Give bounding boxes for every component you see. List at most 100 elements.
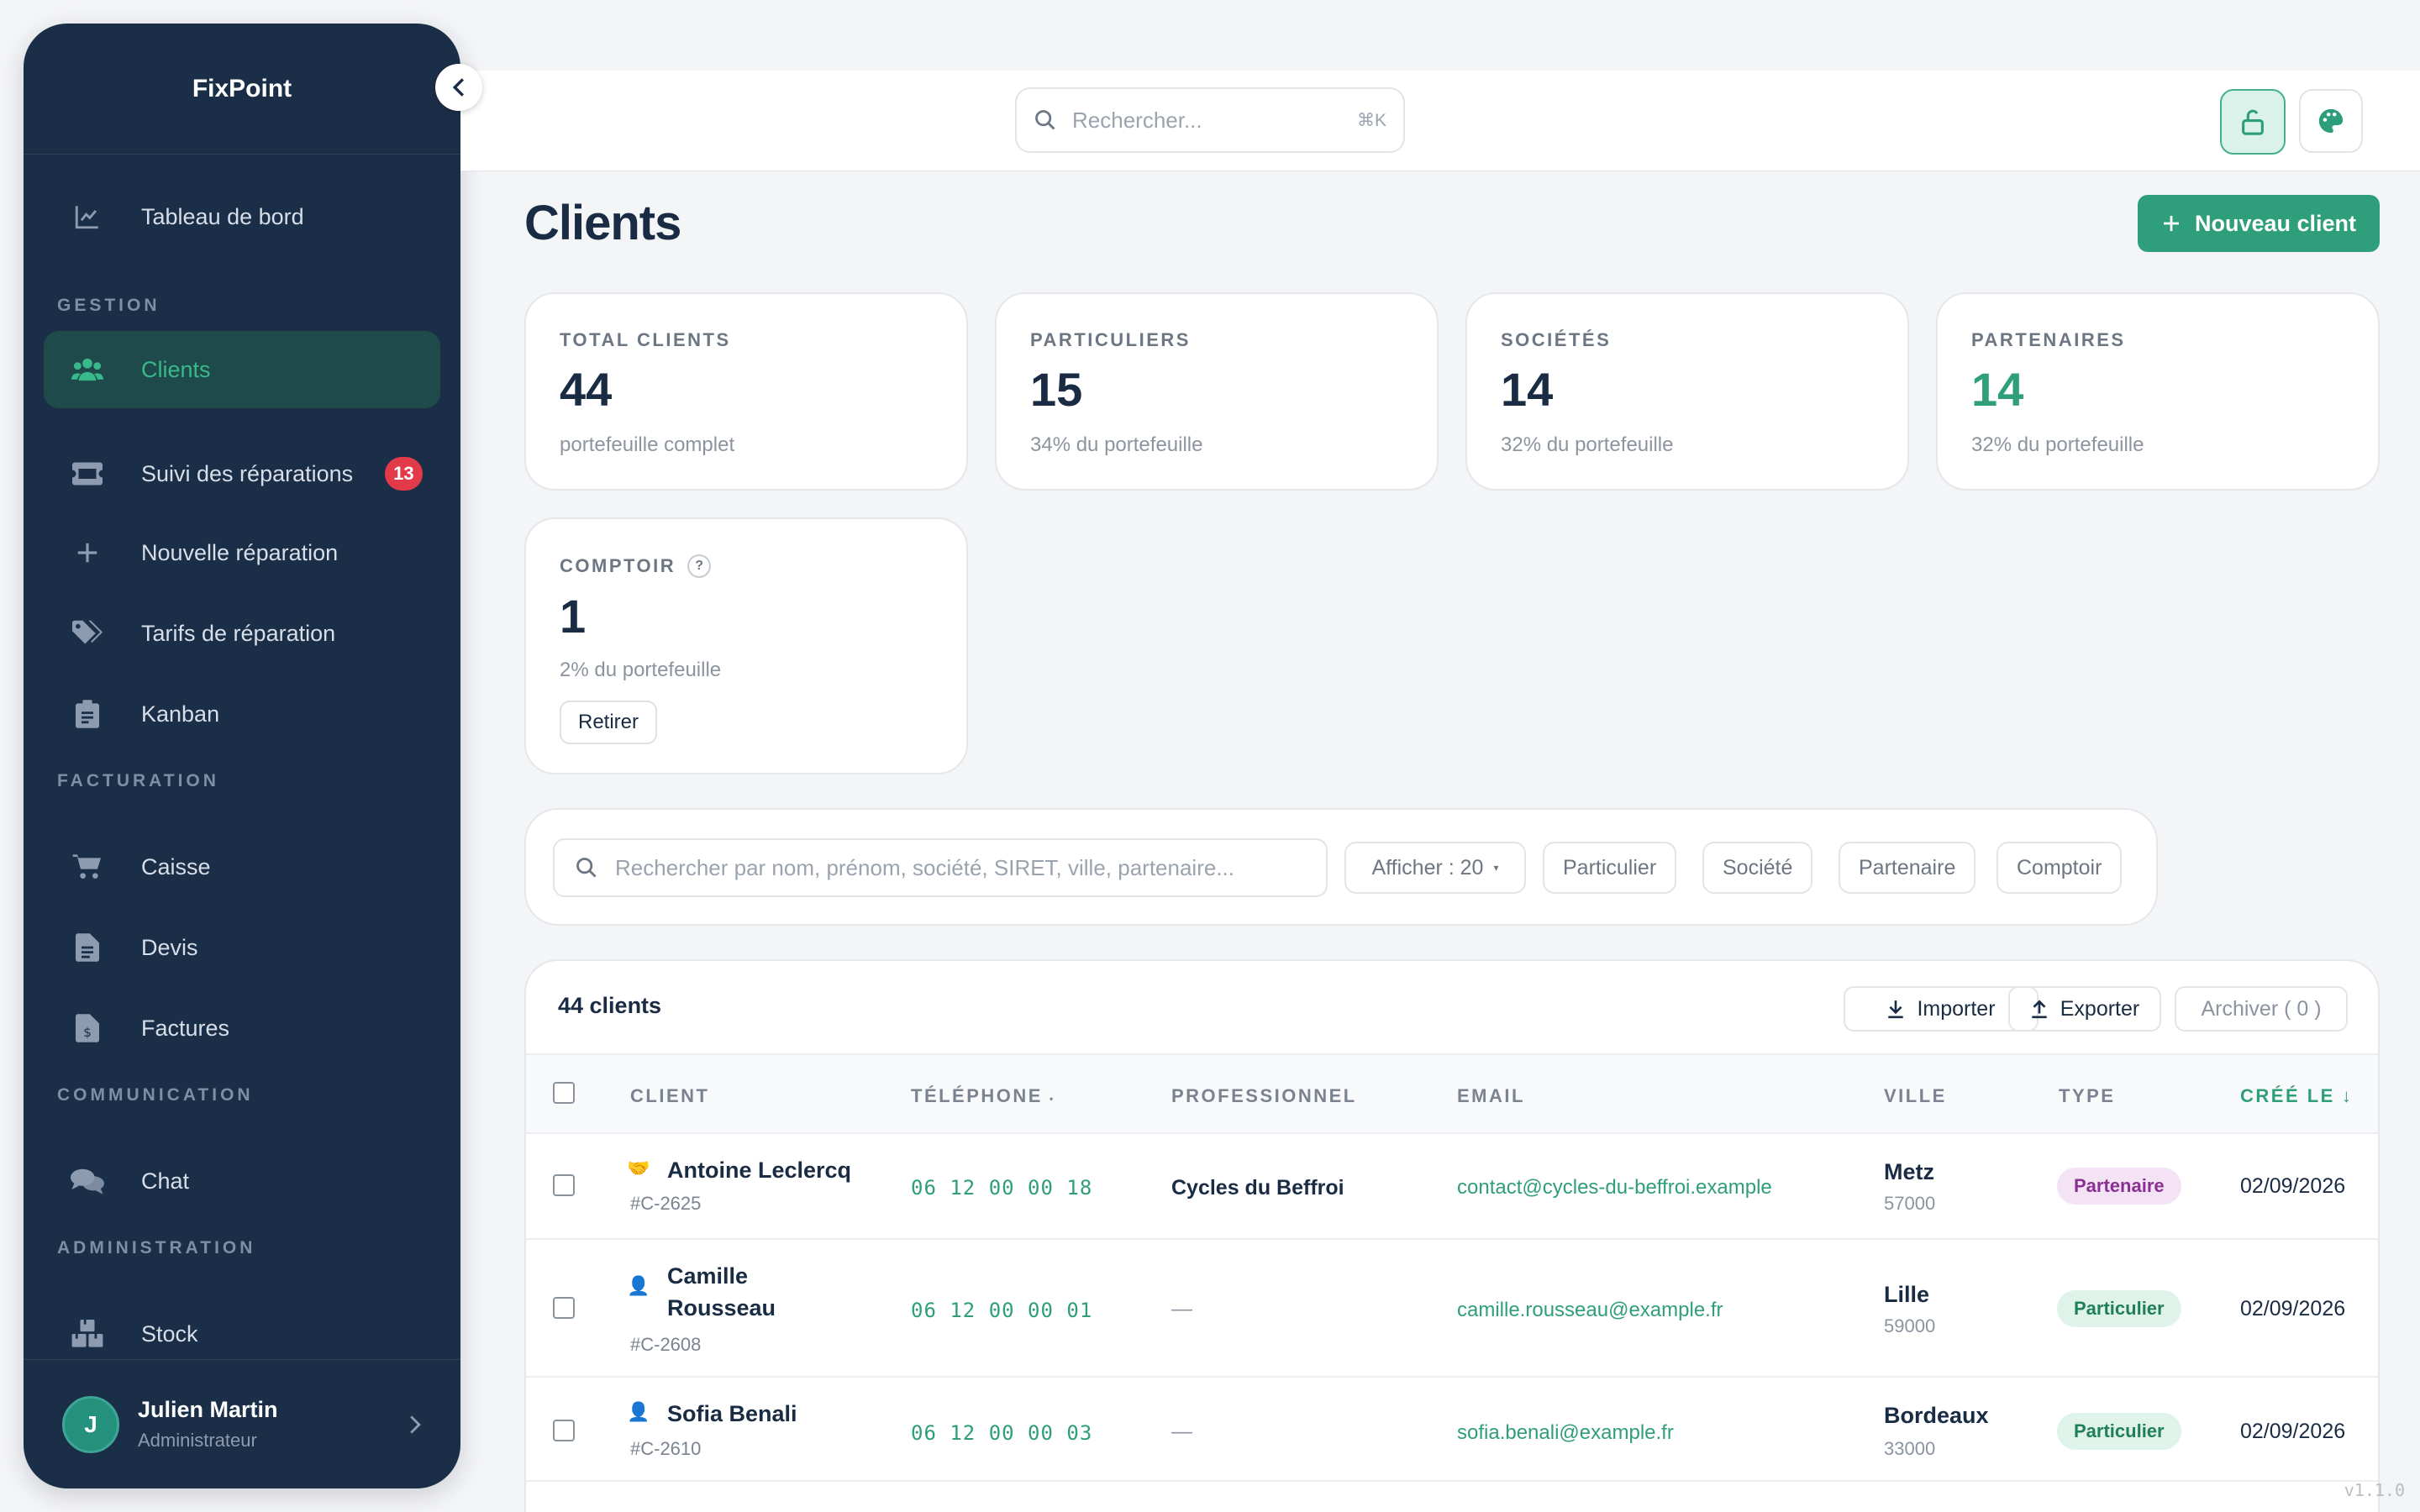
ticket-icon	[71, 457, 104, 491]
help-icon[interactable]: ?	[687, 554, 712, 578]
client-search-input[interactable]: Rechercher par nom, prénom, société, SIR…	[553, 838, 1328, 897]
theme-button[interactable]	[2299, 89, 2363, 153]
column-header-type[interactable]: TYPE	[2059, 1085, 2116, 1106]
global-search-placeholder: Rechercher...	[1072, 107, 1202, 133]
client-email[interactable]: camille.rousseau@example.fr	[1457, 1299, 1723, 1321]
cart-icon	[71, 850, 104, 884]
stat-value: 44	[560, 363, 613, 416]
client-phone[interactable]: 06 12 00 00 01	[911, 1299, 1093, 1322]
client-email[interactable]: sofia.benali@example.fr	[1457, 1421, 1674, 1444]
row-checkbox[interactable]	[553, 1174, 575, 1196]
client-search-placeholder: Rechercher par nom, prénom, société, SIR…	[615, 854, 1234, 880]
column-header-client[interactable]: CLIENT	[630, 1085, 710, 1106]
stat-value: 1	[560, 590, 587, 643]
sidebar-item-label: Kanban	[141, 701, 220, 727]
clipboard-icon	[71, 697, 104, 731]
table-row[interactable]: 🤝 Antoine Leclercq #C-2625 06 12 00 00 1…	[526, 1134, 2378, 1240]
column-header-created-label: CRÉÉ LE	[2240, 1085, 2335, 1106]
sidebar-item-kanban[interactable]: Kanban	[44, 675, 440, 753]
client-zip: 57000	[1884, 1193, 1936, 1214]
chart-line-icon	[71, 200, 104, 234]
client-city: Metz	[1884, 1159, 1934, 1184]
export-button[interactable]: Exporter	[2008, 986, 2161, 1032]
table-header: CLIENT TÉLÉPHONE • PROFESSIONNEL EMAIL VI…	[526, 1053, 2378, 1134]
client-city: Lille	[1884, 1282, 1930, 1307]
section-label-communication: COMMUNICATION	[57, 1085, 254, 1105]
filter-chip-counter[interactable]: Comptoir	[1996, 842, 2123, 894]
stat-label: PARTICULIERS	[1030, 329, 1191, 350]
page-size-select[interactable]: Afficher : 20 ▾	[1344, 842, 1526, 894]
stat-subtext: 32% du portefeuille	[1971, 433, 2144, 456]
column-header-created[interactable]: CRÉÉ LE ↓	[2240, 1085, 2353, 1107]
sidebar-item-stock[interactable]: Stock	[44, 1295, 440, 1373]
global-search-input[interactable]: Rechercher... ⌘K	[1015, 87, 1405, 153]
svg-text:$: $	[83, 1025, 92, 1040]
sidebar-item-label: Clients	[141, 356, 211, 382]
filter-chip-individual[interactable]: Particulier	[1543, 842, 1677, 894]
client-name-line2[interactable]: Rousseau	[667, 1295, 776, 1320]
document-icon	[71, 931, 104, 964]
client-name[interactable]: Sofia Benali	[667, 1401, 797, 1426]
client-professional: —	[1171, 1420, 1192, 1443]
client-name[interactable]: Antoine Leclercq	[667, 1158, 852, 1183]
type-badge: Particulier	[2057, 1413, 2181, 1450]
user-name: Julien Martin	[138, 1397, 278, 1422]
filter-chip-partner[interactable]: Partenaire	[1839, 842, 1976, 894]
client-phone[interactable]: 06 12 00 00 18	[911, 1176, 1093, 1200]
sidebar-item-new-repair[interactable]: Nouvelle réparation	[44, 514, 440, 591]
client-professional: —	[1171, 1297, 1192, 1320]
column-header-phone[interactable]: TÉLÉPHONE •	[911, 1085, 1055, 1107]
sidebar-item-clients[interactable]: Clients	[44, 331, 440, 408]
sidebar-item-repair-prices[interactable]: Tarifs de réparation	[44, 595, 440, 672]
client-id: #C-2610	[630, 1438, 702, 1459]
sidebar-item-quotes[interactable]: Devis	[44, 909, 440, 986]
remove-counter-button[interactable]: Retirer	[560, 701, 658, 744]
sidebar-item-repairs[interactable]: Suivi des réparations 13	[44, 435, 440, 512]
search-icon	[575, 856, 598, 879]
sidebar-item-dashboard[interactable]: Tableau de bord	[44, 178, 440, 255]
client-email[interactable]: contact@cycles-du-beffroi.example	[1457, 1176, 1772, 1199]
client-zip: 33000	[1884, 1438, 1936, 1459]
stat-card-companies: SOCIÉTÉS 14 32% du portefeuille	[1465, 292, 1909, 491]
arrow-down-icon: ↓	[2341, 1085, 2354, 1106]
row-checkbox[interactable]	[553, 1420, 575, 1441]
client-id: #C-2625	[630, 1193, 702, 1214]
row-checkbox[interactable]	[553, 1297, 575, 1319]
import-button-label: Importer	[1917, 996, 1996, 1021]
sidebar-item-chat[interactable]: Chat	[44, 1142, 440, 1220]
stat-label: COMPTOIR	[560, 555, 676, 576]
sidebar-item-label: Tableau de bord	[141, 203, 304, 229]
section-label-gestion: GESTION	[57, 296, 160, 315]
stat-value: 14	[1971, 363, 2024, 416]
stat-value: 14	[1501, 363, 1554, 416]
created-date: 02/09/2026	[2240, 1297, 2346, 1320]
partner-icon: 🤝	[627, 1158, 650, 1179]
sidebar-item-label: Chat	[141, 1168, 190, 1194]
sidebar-item-cash-register[interactable]: Caisse	[44, 828, 440, 906]
sidebar-item-invoices[interactable]: $ Factures	[44, 990, 440, 1067]
table-row[interactable]: 👤 Camille Rousseau #C-2608 06 12 00 00 0…	[526, 1240, 2378, 1378]
plus-icon	[2161, 213, 2181, 234]
new-client-button[interactable]: Nouveau client	[2138, 195, 2380, 252]
column-header-professional[interactable]: PROFESSIONNEL	[1171, 1085, 1357, 1106]
stat-subtext: 34% du portefeuille	[1030, 433, 1203, 456]
stat-subtext: 32% du portefeuille	[1501, 433, 1674, 456]
import-button[interactable]: Importer	[1844, 986, 2039, 1032]
user-profile-menu[interactable]: J Julien Martin Administrateur	[24, 1359, 460, 1488]
download-icon	[1886, 999, 1905, 1019]
invoice-icon: $	[71, 1011, 104, 1045]
archive-button[interactable]: Archiver ( 0 )	[2175, 986, 2348, 1032]
client-name-line1[interactable]: Camille	[667, 1263, 749, 1289]
client-phone[interactable]: 06 12 00 00 03	[911, 1421, 1093, 1445]
filter-bar: Rechercher par nom, prénom, société, SIR…	[524, 808, 2158, 926]
collapse-sidebar-button[interactable]	[435, 64, 482, 111]
select-all-checkbox[interactable]	[553, 1082, 575, 1104]
table-row[interactable]: 👤 Sofia Benali #C-2610 06 12 00 00 03 — …	[526, 1378, 2378, 1482]
upload-icon	[2030, 999, 2049, 1019]
filter-chip-company[interactable]: Société	[1702, 842, 1813, 894]
column-header-email[interactable]: EMAIL	[1457, 1085, 1525, 1106]
column-header-city[interactable]: VILLE	[1884, 1085, 1947, 1106]
stat-card-counter: COMPTOIR ? 1 2% du portefeuille Retirer	[524, 517, 968, 774]
column-header-phone-label: TÉLÉPHONE	[911, 1085, 1043, 1106]
lock-button[interactable]	[2220, 89, 2286, 155]
